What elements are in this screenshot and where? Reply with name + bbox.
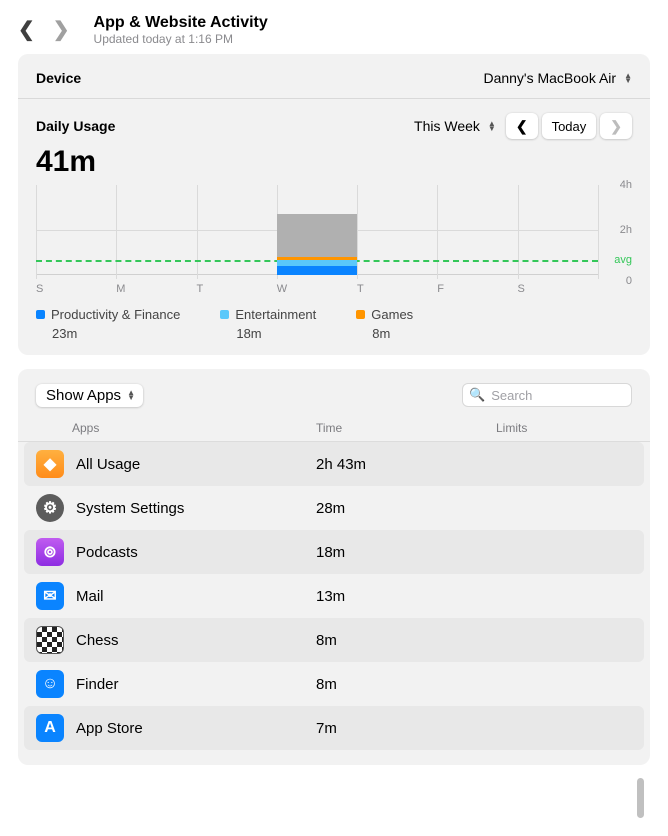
app-name: Podcasts [76,544,316,561]
y-axis-label: 4h [620,179,632,191]
bar-segment-other [277,214,357,257]
search-icon: 🔍 [469,387,485,403]
app-row[interactable]: ⚙ System Settings28m [24,486,644,530]
x-axis-label: S [518,283,525,295]
legend-swatch [36,310,45,319]
app-icon: ✉ [36,582,64,610]
bar-segment-productivity [277,266,357,275]
legend-item: Productivity & Finance 23m [36,307,180,341]
next-period-button[interactable]: ❯ [600,113,632,139]
apps-panel: Show Apps ▲▼ 🔍 Apps Time Limits ◆ All Usa… [18,369,650,765]
device-select[interactable]: Danny's MacBook Air ▲▼ [483,70,632,86]
x-axis-label: T [197,283,204,295]
period-controls: This Week ▲▼ ❮ Today ❯ [414,113,632,139]
daily-usage-row: Daily Usage This Week ▲▼ ❮ Today ❯ [36,113,632,139]
date-nav: ❮ Today ❯ [506,113,632,139]
title-block: App & Website Activity Updated today at … [94,14,268,46]
app-name: Chess [76,632,316,649]
app-icon: ⊚ [36,538,64,566]
app-icon: ☺ [36,670,64,698]
search-box[interactable]: 🔍 [462,383,632,407]
app-name: Mail [76,588,316,605]
legend-item: Entertainment 18m [220,307,316,341]
daily-usage-label: Daily Usage [36,118,115,134]
app-name: System Settings [76,500,316,517]
col-limits: Limits [496,421,632,435]
x-axis-label: W [277,283,287,295]
bar-segment-entertainment [277,260,357,267]
apps-table-body: ◆ All Usage2h 43m ⚙ System Settings28m ⊚ Podc… [18,442,650,765]
app-row[interactable]: ✉ Mail13m [24,574,644,618]
device-usage-panel: Device Danny's MacBook Air ▲▼ Daily Usag… [18,54,650,355]
x-axis-label: F [437,283,444,295]
prev-period-button[interactable]: ❮ [506,113,538,139]
app-time: 7m [316,720,496,737]
app-time: 18m [316,544,496,561]
chevron-left-icon: ❮ [516,118,528,135]
search-input[interactable] [489,387,650,404]
divider [18,98,650,99]
app-row[interactable]: ◆ All Usage2h 43m [24,442,644,486]
app-name: All Usage [76,456,316,473]
device-label: Device [36,70,81,86]
apps-table-head: Apps Time Limits [18,417,650,442]
usage-bar [277,214,357,275]
today-button[interactable]: Today [542,113,597,139]
chevron-right-icon: ❯ [610,118,622,135]
app-row[interactable]: ☺ Finder8m [24,662,644,706]
avg-label: avg [614,254,632,266]
x-axis-label: T [357,283,364,295]
header: ❮ ❯ App & Website Activity Updated today… [0,0,668,54]
apps-top-row: Show Apps ▲▼ 🔍 [18,383,650,417]
show-apps-label: Show Apps [46,387,121,404]
app-name: Finder [76,676,316,693]
y-axis-label: 2h [620,224,632,236]
app-time: 2h 43m [316,456,496,473]
app-row[interactable]: A App Store7m [24,706,644,750]
chevron-updown-icon: ▲▼ [488,121,496,131]
app-time: 13m [316,588,496,605]
page-title: App & Website Activity [94,14,268,32]
chevron-updown-icon: ▲▼ [624,73,632,83]
app-icon: A [36,714,64,742]
x-axis-label: S [36,283,43,295]
app-icon: ⚙ [36,494,64,522]
app-icon: ◆ [36,450,64,478]
col-apps: Apps [36,421,316,435]
legend-label: Productivity & Finance [51,307,180,322]
back-button[interactable]: ❮ [18,20,35,40]
show-apps-select[interactable]: Show Apps ▲▼ [36,384,143,407]
apps-scrollbar[interactable] [637,778,644,818]
legend-label: Entertainment [235,307,316,322]
col-time: Time [316,421,496,435]
chevron-updown-icon: ▲▼ [127,390,135,400]
legend-swatch [220,310,229,319]
app-row[interactable]: Chess8m [24,618,644,662]
app-time: 8m [316,632,496,649]
period-value: This Week [414,118,480,134]
app-time: 8m [316,676,496,693]
x-axis-label: M [116,283,125,295]
legend-time: 18m [220,326,316,341]
legend-time: 8m [356,326,413,341]
app-icon [36,626,64,654]
app-row[interactable]: ⊚ Podcasts18m [24,530,644,574]
device-value: Danny's MacBook Air [483,70,616,86]
nav-arrows: ❮ ❯ [18,20,70,40]
legend-swatch [356,310,365,319]
y-axis-label: 0 [626,275,632,287]
daily-usage-total: 41m [36,145,632,179]
app-time: 28m [316,500,496,517]
today-label: Today [552,119,587,134]
device-row: Device Danny's MacBook Air ▲▼ [36,70,632,86]
period-select[interactable]: This Week ▲▼ [414,118,496,134]
forward-button[interactable]: ❯ [53,20,70,40]
page-subtitle: Updated today at 1:16 PM [94,32,268,46]
usage-chart: 4h2h0SMTWTFSavg [36,185,632,295]
legend-item: Games 8m [356,307,413,341]
legend-time: 23m [36,326,180,341]
usage-legend: Productivity & Finance 23m Entertainment 18… [36,307,632,341]
legend-label: Games [371,307,413,322]
app-name: App Store [76,720,316,737]
